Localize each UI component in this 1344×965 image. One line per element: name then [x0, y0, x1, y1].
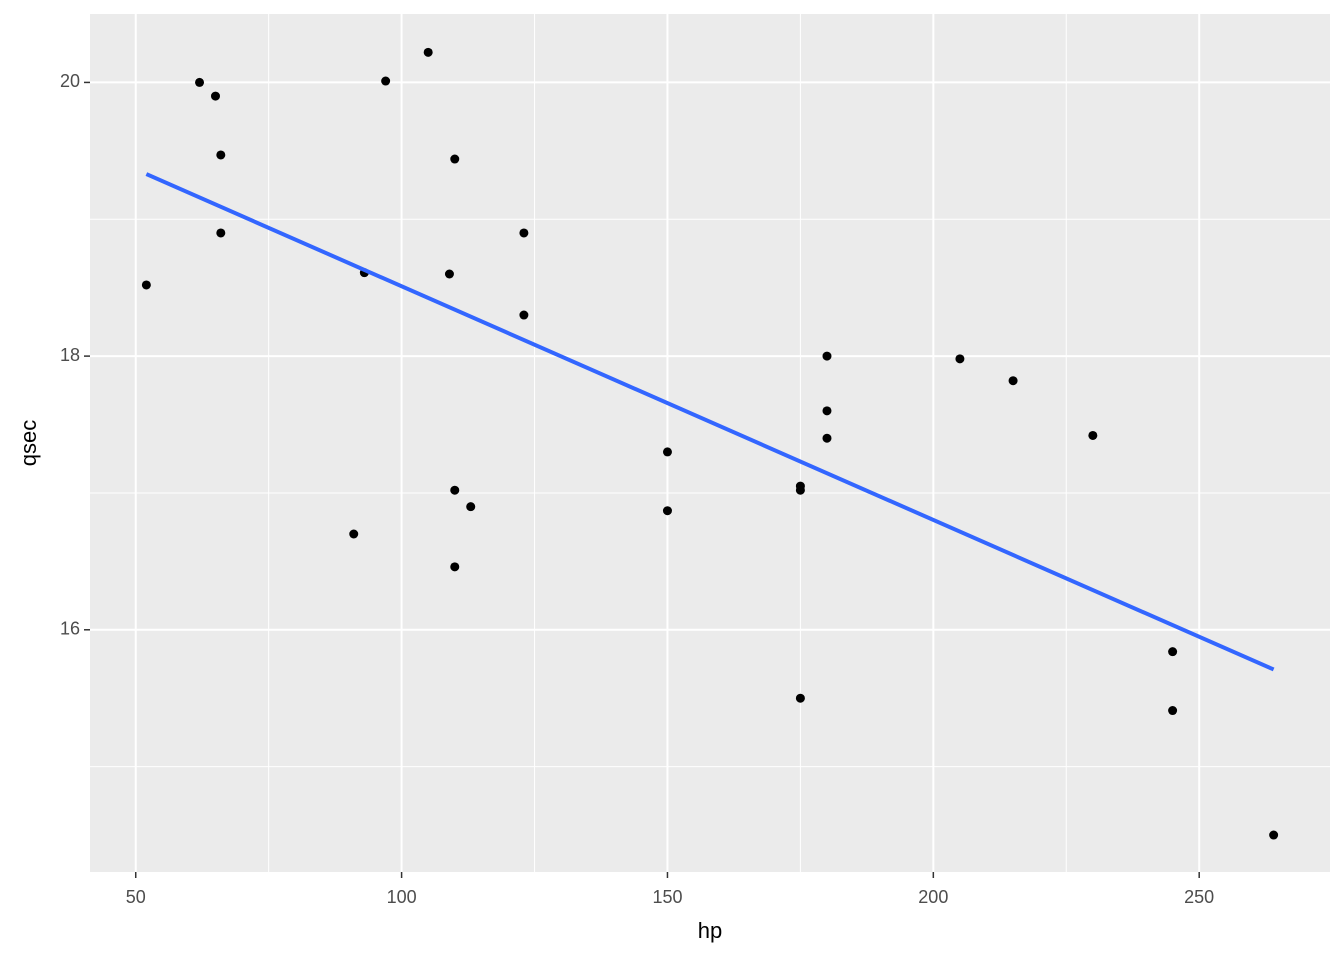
x-tick-label: 100: [387, 887, 417, 907]
panel: [90, 14, 1330, 872]
point: [955, 354, 965, 364]
point: [216, 228, 226, 238]
y-tick-label: 20: [60, 71, 80, 91]
point: [662, 447, 672, 457]
x-tick-label: 200: [918, 887, 948, 907]
point: [822, 433, 832, 443]
point: [216, 150, 226, 160]
x-tick-label: 250: [1184, 887, 1214, 907]
y-axis-title: qsec: [16, 420, 41, 466]
point: [450, 562, 460, 572]
point: [1269, 830, 1279, 840]
point: [1168, 706, 1178, 716]
point: [822, 351, 832, 361]
point: [795, 693, 805, 703]
point: [195, 77, 205, 87]
point: [423, 47, 433, 57]
point: [519, 228, 529, 238]
point: [381, 76, 391, 86]
point: [450, 154, 460, 164]
trend-line: [145, 172, 1275, 672]
y-tick-label: 16: [60, 619, 80, 639]
point: [141, 280, 151, 290]
point: [349, 529, 359, 539]
point: [210, 91, 220, 101]
x-tick-label: 50: [126, 887, 146, 907]
point: [1088, 430, 1098, 440]
y-tick-label: 18: [60, 345, 80, 365]
point: [1168, 647, 1178, 657]
point: [466, 502, 476, 512]
x-tick-label: 150: [652, 887, 682, 907]
x-axis-title: hp: [698, 918, 722, 943]
point: [822, 406, 832, 416]
point: [1008, 376, 1018, 386]
point: [662, 506, 672, 516]
point: [444, 269, 454, 279]
point: [519, 310, 529, 320]
point: [795, 485, 805, 495]
point: [450, 485, 460, 495]
